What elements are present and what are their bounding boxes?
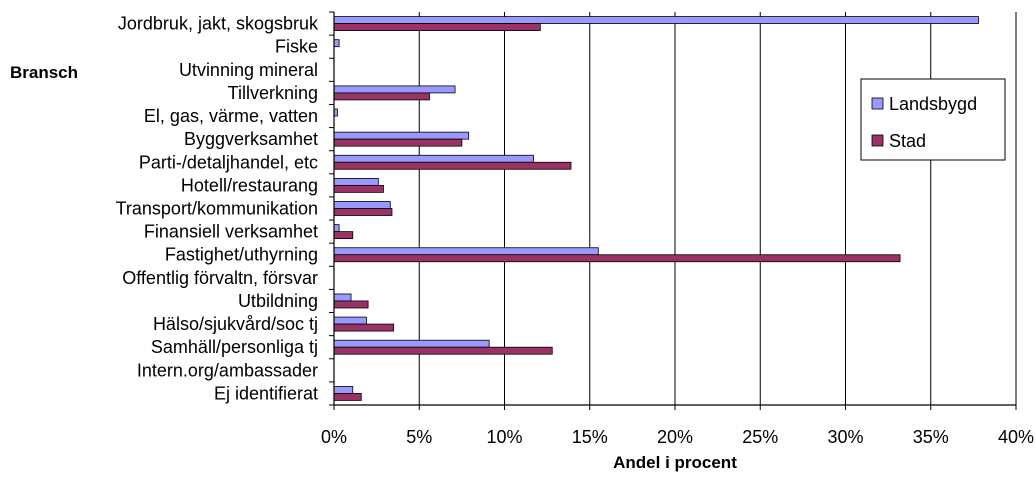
category-label: Hälso/sjukvård/soc tj: [153, 314, 318, 334]
bar-landsbygd: [333, 16, 979, 24]
bar-stad: [333, 393, 362, 401]
x-tick-label: 30%: [827, 427, 863, 447]
axes: [333, 12, 1016, 406]
category-label: Byggverksamhet: [184, 129, 318, 149]
category-label: Transport/kommunikation: [116, 199, 318, 219]
bar-landsbygd: [333, 201, 391, 209]
category-label: El, gas, värme, vatten: [144, 106, 318, 126]
bar-landsbygd: [333, 131, 470, 140]
x-tick-label: 40%: [998, 427, 1034, 447]
bars: [333, 16, 979, 401]
bar-stad: [333, 300, 369, 309]
category-label: Fastighet/uthyrning: [165, 245, 318, 265]
category-label: Jordbruk, jakt, skogsbruk: [118, 14, 319, 34]
x-tick-label: 10%: [486, 427, 522, 447]
category-labels: Jordbruk, jakt, skogsbruk Fiske Utvinning …: [116, 14, 319, 404]
bar-stad: [333, 231, 354, 240]
legend-box: [860, 78, 1006, 161]
category-label: Parti-/detaljhandel, etc: [139, 152, 318, 172]
bar-stad: [333, 161, 572, 170]
bar-landsbygd: [333, 293, 352, 302]
x-tick-label: 0%: [321, 427, 347, 447]
bar-landsbygd: [333, 85, 456, 94]
bar-landsbygd: [333, 224, 340, 233]
legend-swatch-stad: [871, 134, 884, 147]
category-label: Intern.org/ambassader: [137, 360, 318, 380]
y-axis-title: Bransch: [10, 63, 78, 82]
bar-landsbygd: [333, 247, 599, 256]
category-label: Hotell/restaurang: [181, 175, 318, 195]
x-tick-label: 20%: [657, 427, 693, 447]
bar-stad: [333, 184, 384, 193]
category-label: Utvinning mineral: [179, 60, 318, 80]
bar-stad: [333, 92, 430, 101]
bar-stad: [333, 23, 541, 31]
legend-swatch-landsbygd: [871, 97, 884, 110]
x-tick-labels: 0% 5% 10% 15% 20% 25% 30% 35% 40%: [321, 427, 1034, 447]
legend-label-landsbygd: Landsbygd: [889, 94, 977, 114]
grid-lines: [329, 11, 1017, 410]
category-label: Fiske: [275, 37, 318, 57]
x-tick-label: 15%: [572, 427, 608, 447]
bar-landsbygd: [333, 154, 534, 163]
x-axis-title: Andel i procent: [613, 453, 737, 472]
bar-landsbygd: [333, 386, 354, 394]
bar-stad: [333, 138, 463, 147]
category-label: Samhäll/personliga tj: [151, 337, 318, 357]
category-label: Finansiell verksamhet: [144, 222, 318, 242]
legend-label-stad: Stad: [889, 131, 926, 151]
category-label: Tillverkning: [228, 83, 318, 103]
bar-landsbygd: [333, 339, 490, 348]
x-tick-label: 35%: [913, 427, 949, 447]
bar-landsbygd: [333, 39, 340, 48]
bar-stad: [333, 254, 901, 263]
category-label: Utbildning: [238, 291, 318, 311]
legend: Landsbygd Stad: [860, 78, 1006, 161]
bar-stad: [333, 346, 553, 355]
bar-stad: [333, 208, 393, 216]
x-tick-label: 25%: [742, 427, 778, 447]
category-label: Offentlig förvaltn, försvar: [122, 268, 318, 288]
bar-landsbygd: [333, 316, 367, 325]
bar-stad: [333, 323, 395, 332]
category-label: Ej identifierat: [214, 383, 318, 403]
x-tick-label: 5%: [406, 427, 432, 447]
bar-landsbygd: [333, 177, 379, 186]
